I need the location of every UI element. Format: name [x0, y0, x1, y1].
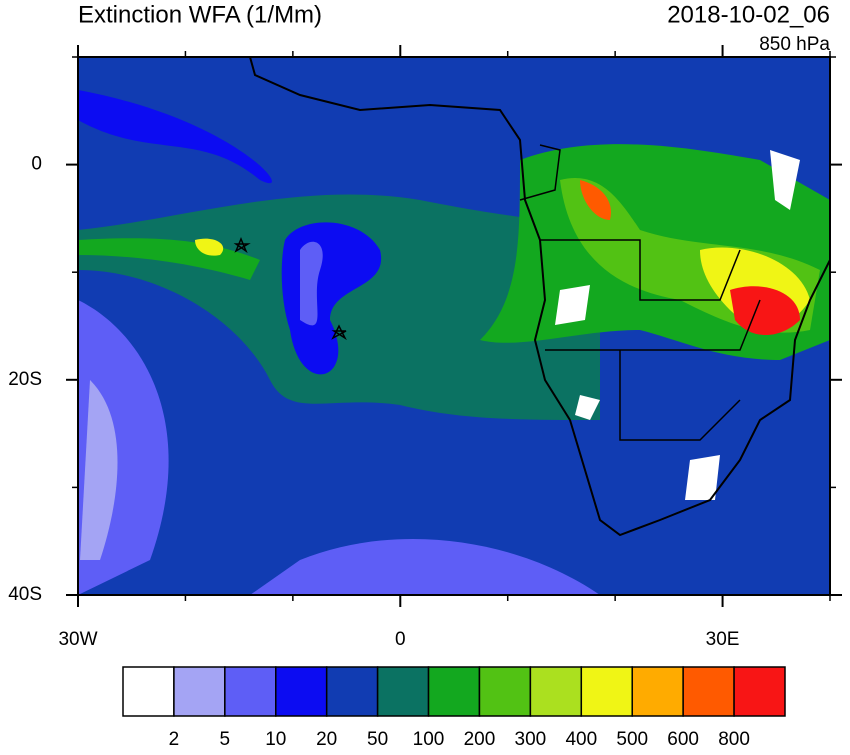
colorbar-box	[529, 666, 583, 717]
colorbar-label: 100	[413, 729, 445, 750]
plume	[730, 286, 800, 335]
site-marker	[331, 324, 347, 341]
map-frame	[77, 56, 831, 596]
x-tick-label: 0	[395, 629, 406, 650]
colorbar-box	[631, 666, 684, 717]
y-tick-label: 20S	[8, 369, 42, 390]
plume	[580, 180, 611, 220]
x-tick-label: 30E	[706, 629, 740, 650]
level: 850 hPa	[759, 34, 830, 55]
colorbar-box	[580, 666, 633, 717]
clean-patch	[555, 150, 800, 500]
field-patch	[250, 538, 600, 595]
colorbar-label: 20	[316, 729, 337, 750]
colorbar-box	[122, 666, 175, 717]
valid-time: 2018-10-02_06	[667, 1, 830, 28]
field-patch	[80, 380, 118, 560]
colorbar-label: 800	[718, 729, 750, 750]
y-tick-label: 0	[31, 154, 42, 175]
colorbar-label: 400	[565, 729, 597, 750]
plume	[195, 238, 224, 256]
colorbar-label: 10	[265, 729, 286, 750]
field-patch	[78, 90, 272, 184]
field-patch	[300, 241, 323, 326]
colorbar-label: 5	[220, 729, 231, 750]
colorbar-box	[427, 666, 481, 717]
colorbar-box	[224, 666, 277, 717]
colorbar-box	[682, 666, 735, 717]
x-tick-label: 30W	[58, 629, 97, 650]
colorbar-box	[325, 666, 379, 717]
colorbar-label: 600	[667, 729, 699, 750]
colorbar-box	[275, 666, 328, 717]
site-marker	[233, 237, 251, 254]
y-tick-label: 40S	[8, 584, 42, 605]
colorbar-label: 50	[367, 729, 388, 750]
colorbar-label: 300	[515, 729, 547, 750]
colorbar-box	[733, 666, 786, 717]
colorbar-box	[376, 666, 430, 717]
colorbar-label: 2	[169, 729, 180, 750]
colorbar-label: 200	[464, 729, 496, 750]
borders	[519, 144, 761, 441]
colorbar-box	[173, 666, 226, 717]
colorbar-label: 500	[616, 729, 648, 750]
colorbar-box	[478, 666, 532, 717]
coastline	[249, 57, 830, 537]
title: Extinction WFA (1/Mm)	[78, 1, 322, 28]
map-field	[78, 57, 830, 595]
